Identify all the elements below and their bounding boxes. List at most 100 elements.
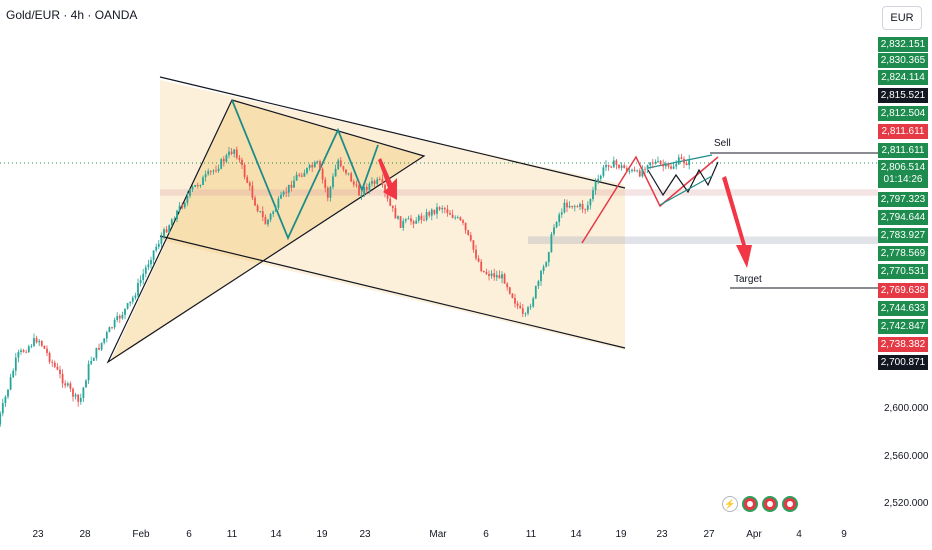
x-tick-label: 19 [615, 529, 627, 540]
record-icon[interactable] [782, 496, 798, 512]
candle-body [126, 303, 129, 309]
candle-body [612, 160, 615, 168]
candle-body [95, 347, 98, 359]
price-tag: 2,742.847 [878, 319, 928, 334]
candle-body [235, 149, 238, 158]
candle-body [282, 191, 285, 195]
candle-body [4, 396, 7, 404]
candle-body [451, 214, 454, 218]
candle-body [261, 211, 264, 218]
candle-body [199, 184, 202, 186]
candle-body [485, 272, 488, 275]
candle-body [194, 184, 197, 187]
price-tag: 2,770.531 [878, 264, 928, 279]
support-zone [528, 236, 878, 244]
candle-body [256, 205, 259, 212]
candle-body [495, 275, 498, 278]
candle-body [641, 168, 644, 177]
x-tick-label: 23 [656, 529, 668, 540]
candle-body [17, 352, 20, 358]
candle-body [462, 220, 464, 223]
price-tag: 2,830.365 [878, 53, 928, 68]
candle-body [72, 388, 74, 397]
candle-body [368, 183, 371, 190]
candle-body [87, 363, 90, 381]
candle-body [667, 163, 670, 167]
candle-body [433, 209, 436, 214]
candle-body [527, 307, 529, 314]
candle-body [248, 182, 251, 186]
record-icon[interactable] [742, 496, 758, 512]
candle-body [607, 164, 610, 167]
candle-body [40, 340, 43, 346]
zigzag-wave [231, 99, 379, 241]
currency-selector[interactable]: EUR [882, 6, 922, 30]
x-tick-label: 9 [841, 529, 847, 540]
candle-body [568, 205, 571, 208]
candle-body [345, 169, 347, 174]
candle-body [662, 164, 665, 167]
candle-body [436, 207, 438, 214]
candle-body [79, 397, 82, 402]
candle-body [59, 369, 61, 375]
candle-body [163, 229, 165, 237]
candle-body [685, 163, 688, 166]
candle-body [581, 204, 584, 210]
chart-background [0, 0, 878, 520]
candle-body [404, 219, 407, 221]
candle-body [376, 179, 379, 184]
candle-body [537, 281, 540, 287]
candle-body [204, 174, 207, 178]
candle-body [464, 222, 467, 231]
candle-body [597, 178, 600, 183]
candle-body [43, 345, 46, 349]
candle-body [46, 348, 48, 353]
price-tag: 2,778.569 [878, 246, 928, 261]
candle-body [566, 202, 568, 208]
candle-body [529, 306, 532, 308]
candle-body [347, 173, 350, 175]
candle-body [363, 186, 366, 196]
candle-body [503, 274, 506, 284]
candle-body [186, 195, 189, 203]
candle-body [397, 216, 399, 219]
candle-body [677, 157, 680, 165]
triangle-zone [110, 100, 424, 362]
x-tick-label: Apr [746, 529, 762, 540]
candle-body [472, 240, 475, 250]
record-icon[interactable] [762, 496, 778, 512]
candle-body [620, 165, 623, 168]
candle-body [137, 283, 139, 296]
candle-body [391, 205, 394, 209]
candle-body [316, 161, 319, 163]
candle-body [139, 280, 142, 284]
candle-body [659, 161, 662, 165]
candle-body [399, 216, 402, 228]
candle-body [425, 212, 428, 220]
candle-body [594, 182, 597, 191]
wedge-upper [647, 154, 713, 169]
candle-body [228, 151, 230, 156]
candle-body [295, 174, 298, 181]
candle-body [285, 191, 288, 193]
candle-body [319, 161, 321, 169]
candle-body [389, 198, 392, 206]
candle-body [563, 202, 566, 213]
wedge-lower [659, 175, 713, 206]
candle-body [456, 217, 459, 219]
candle-body [209, 171, 212, 173]
candle-body [420, 215, 423, 220]
candle-body [636, 170, 639, 172]
x-tick-label: 11 [525, 529, 537, 540]
price-tag: 2,769.638 [878, 283, 928, 298]
candle-body [688, 159, 691, 166]
candle-body [147, 264, 150, 268]
lightning-icon[interactable]: ⚡ [722, 496, 738, 512]
candle-body [378, 179, 381, 181]
candle-body [633, 169, 636, 172]
x-tick-label: 27 [703, 529, 715, 540]
price-tag: 2,811.611 [878, 143, 928, 158]
candle-body [207, 171, 210, 175]
candle-body [118, 315, 121, 319]
